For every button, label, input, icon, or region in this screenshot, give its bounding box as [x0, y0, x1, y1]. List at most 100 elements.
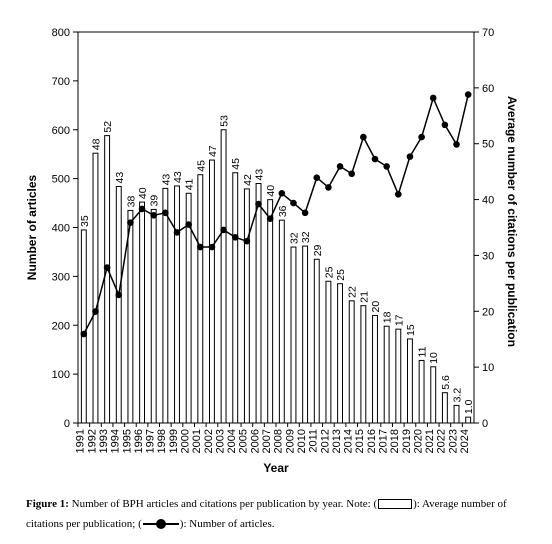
plot-area: 0 100 200 300 400 500 600 700 800 0 10 20 30 40 50 60 70… [25, 27, 519, 475]
bar-value-label: 32 [300, 231, 312, 243]
line-point [394, 190, 402, 198]
caption-label: Figure 1: [26, 498, 69, 510]
y2-tick-label: 0 [482, 418, 488, 430]
plot-frame [77, 31, 475, 424]
bar-value-label: 32 [288, 232, 300, 244]
bar [465, 416, 472, 424]
bar [395, 328, 402, 424]
line-point [243, 237, 251, 245]
caption-text-3: ): Number of articles. [179, 518, 275, 530]
bar [232, 172, 239, 424]
bar-value-label: 22 [347, 286, 359, 298]
bar-value-label: 43 [172, 171, 184, 183]
y-tick-label: 600 [52, 125, 70, 137]
x-tick-label: 2020 [412, 429, 424, 453]
x-tick-label: 2015 [354, 429, 366, 453]
legend-bar-swatch [378, 499, 413, 510]
bar-value-label: 36 [277, 205, 289, 217]
line-point [441, 121, 449, 129]
bar [255, 183, 262, 424]
bar [441, 392, 448, 424]
bar-value-label: 25 [335, 269, 347, 281]
bar-value-label: 25 [323, 266, 335, 278]
x-tick-label: 2022 [436, 429, 448, 453]
bar [372, 314, 378, 424]
bar [383, 325, 390, 424]
y2-tick-label: 10 [482, 362, 494, 374]
y2-axis-title: Average number of citations per publicat… [505, 96, 519, 347]
bar [360, 305, 367, 424]
bar-value-label: 5.6 [440, 375, 452, 390]
line-point [115, 291, 123, 299]
bar-value-label: 38 [125, 196, 137, 208]
line-point [336, 163, 344, 170]
y2-tick-label: 70 [482, 27, 494, 39]
caption-text-2: ): Average number of citations per publi… [26, 498, 507, 530]
bar-value-label: 53 [219, 115, 231, 127]
bar-value-label: 11 [417, 346, 429, 357]
x-tick-label: 2012 [319, 429, 331, 453]
bar-value-label: 43 [254, 169, 266, 181]
bar-value-label: 35 [79, 215, 91, 227]
bar-value-label: 10 [428, 352, 440, 364]
x-tick-label: 2005 [238, 429, 250, 453]
x-tick-label: 1995 [121, 429, 133, 453]
line-point [360, 133, 367, 141]
x-tick-label: 2016 [366, 429, 378, 453]
y2-tick-label: 30 [482, 250, 494, 262]
caption-text-1: Number of BPH articles and citations per… [68, 498, 378, 510]
y2-tick-label: 20 [482, 306, 494, 318]
x-tick-label: 2024 [459, 429, 471, 453]
bar [418, 359, 425, 424]
line-point [80, 330, 88, 338]
line-point [290, 199, 297, 207]
bar [243, 188, 250, 424]
bar [267, 199, 274, 424]
bar [453, 404, 460, 424]
x-tick-label: 1999 [168, 429, 180, 453]
bar-value-label: 29 [312, 244, 324, 256]
line-point [150, 211, 158, 219]
x-tick-label: 2001 [191, 429, 203, 453]
figure-caption: Figure 1: Number of BPH articles and cit… [26, 494, 546, 534]
bar [313, 258, 320, 424]
bar-value-label: 48 [90, 138, 102, 150]
y-tick-label: 700 [52, 76, 70, 88]
bar-value-label: 41 [184, 178, 196, 190]
x-tick-label: 2000 [179, 429, 191, 453]
x-tick-label: 2004 [226, 429, 238, 453]
series-line [83, 94, 469, 335]
line-point [103, 264, 111, 271]
bar [325, 280, 332, 424]
line-point [220, 226, 227, 234]
y-tick-label: 400 [52, 223, 70, 235]
bar-value-label: 1.0 [463, 399, 475, 414]
bar [150, 208, 157, 424]
line-point [301, 209, 309, 217]
bar [197, 174, 204, 424]
y-tick-label: 0 [64, 418, 70, 430]
y2-tick-label: 60 [482, 83, 494, 95]
bar [174, 185, 180, 424]
bar [290, 246, 297, 424]
y-axis-title: Number of articles [25, 174, 39, 280]
bar [162, 187, 169, 424]
x-tick-label: 1998 [156, 429, 168, 453]
x-tick-label: 2023 [447, 429, 459, 453]
x-tick-label: 1993 [98, 429, 110, 453]
line-point [406, 153, 414, 160]
x-tick-label: 2014 [343, 429, 355, 453]
x-tick-label: 2013 [331, 429, 343, 453]
x-tick-label: 1994 [110, 429, 122, 453]
line-point [464, 91, 472, 98]
x-tick-label: 1991 [75, 429, 87, 453]
bar-value-label: 21 [358, 291, 370, 303]
bar [220, 129, 227, 424]
line-point [231, 233, 239, 241]
line-point [208, 243, 216, 251]
x-tick-label: 2003 [214, 429, 226, 453]
line-point [185, 221, 192, 228]
x-tick-label: 2021 [424, 429, 436, 453]
y-tick-label: 100 [52, 369, 70, 381]
x-tick-label: 2010 [296, 429, 308, 453]
